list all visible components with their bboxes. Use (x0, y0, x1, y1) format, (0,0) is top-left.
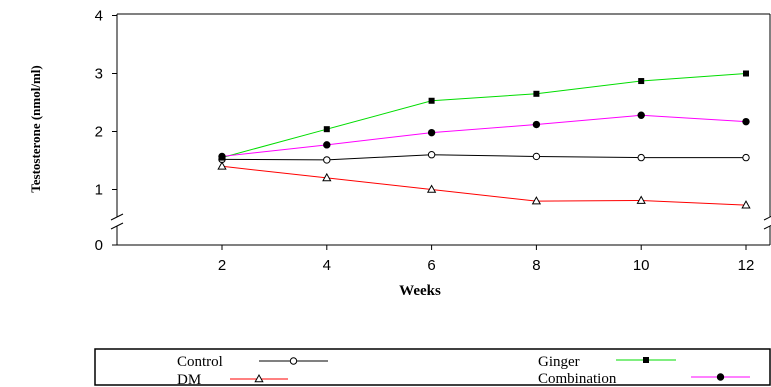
data-point (742, 117, 750, 126)
data-point (427, 128, 436, 137)
legend-item-ginger: Ginger (538, 354, 676, 370)
data-point (322, 172, 332, 182)
series-line (221, 73, 747, 159)
series-dm (217, 161, 751, 209)
legend-box (94, 348, 771, 386)
y-tick-label: 3 (95, 66, 103, 83)
legend-item-control: Control (177, 354, 328, 370)
x-tick-label: 6 (427, 257, 435, 274)
x-tick-label: 12 (738, 257, 755, 274)
data-point (637, 111, 645, 119)
data-point (643, 357, 649, 363)
y-tick-label: 2 (95, 124, 103, 141)
data-point (638, 78, 645, 85)
data-point (743, 70, 749, 77)
axis-break-mark (110, 213, 124, 221)
legend-item-dm: DM (177, 372, 288, 387)
data-point (254, 373, 264, 383)
data-point (289, 357, 298, 365)
series-line (221, 114, 747, 157)
axis-break-mark (763, 224, 771, 230)
data-point (532, 120, 541, 129)
x-tick-label: 10 (633, 257, 650, 274)
legend-item-combination: Combination (538, 371, 750, 387)
x-tick-label: 8 (532, 257, 540, 274)
y-tick-label: 4 (95, 8, 103, 25)
data-point (533, 90, 540, 97)
y-axis-title: Testosterone (nmol/ml) (28, 65, 43, 192)
series-layer (217, 70, 751, 209)
y-tick-label: 1 (95, 182, 103, 199)
data-point (323, 141, 331, 149)
data-point (742, 153, 750, 162)
x-axis-title: Weeks (399, 283, 441, 299)
legend-label: Combination (538, 371, 617, 387)
series-ginger (219, 70, 749, 161)
x-tick-label: 4 (323, 257, 331, 274)
legend-label: DM (177, 372, 201, 387)
data-point (218, 152, 226, 161)
data-point (637, 153, 645, 162)
series-control (218, 151, 750, 164)
data-point (532, 152, 541, 161)
data-point (531, 196, 542, 205)
data-point (426, 184, 437, 193)
data-point (636, 195, 646, 204)
legend-label: Control (177, 354, 223, 370)
axis-break-mark (110, 222, 124, 230)
series-line (221, 165, 747, 206)
data-point (716, 373, 725, 381)
series-line (221, 154, 746, 161)
data-point (741, 200, 751, 209)
data-point (427, 151, 436, 159)
legend-label: Ginger (538, 354, 580, 370)
x-tick-label: 2 (218, 257, 226, 274)
axis-break-mark (763, 215, 771, 221)
data-point (217, 161, 227, 170)
y-tick-label: 0 (95, 237, 103, 254)
series-combination (218, 111, 750, 161)
data-point (428, 97, 435, 104)
plot-area (110, 13, 771, 246)
data-point (323, 156, 331, 164)
data-point (323, 126, 330, 133)
